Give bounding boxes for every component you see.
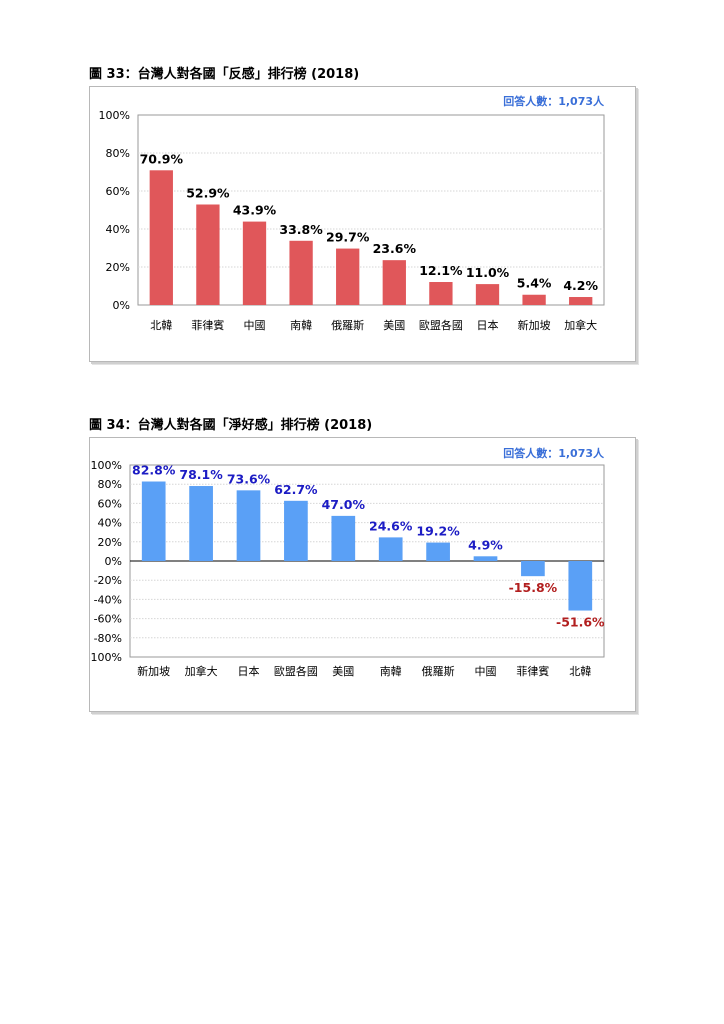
bar-data-label: 62.7%: [274, 482, 318, 497]
x-category-label: 中國: [244, 319, 266, 332]
bar-data-label: 43.9%: [233, 203, 277, 218]
y-tick-label: -60%: [94, 613, 122, 626]
figure-34-chart-frame: -100% -80% -60% -40% -20% 0% 20% 40% 60% 80% 100% 8…: [89, 437, 636, 712]
plot-area-border: [137, 114, 605, 306]
x-category-label: 南韓: [380, 665, 402, 678]
x-category-label: 日本: [238, 664, 260, 678]
bar-data-label: 23.6%: [373, 241, 417, 256]
y-tick-label: 80%: [98, 478, 122, 491]
x-category-label: 菲律賓: [191, 318, 224, 332]
x-category-label: 南韓: [290, 319, 312, 332]
figure-34-title: 圖 34：台灣人對各國「淨好感」排行榜 (2018): [89, 418, 373, 433]
y-tick-label: -20%: [94, 574, 122, 587]
y-tick-label: 0%: [105, 555, 122, 568]
bar: [242, 221, 267, 305]
x-category-label: 新加坡: [518, 318, 551, 332]
bar: [568, 561, 593, 611]
bar-data-label: 78.1%: [179, 467, 223, 482]
y-tick-label: 40%: [98, 517, 122, 530]
bar: [289, 240, 313, 305]
bar: [473, 556, 498, 561]
x-category-label: 北韓: [569, 665, 591, 678]
bar: [426, 542, 450, 561]
bar-data-label: 73.6%: [227, 471, 271, 486]
y-tick-label: 20%: [106, 261, 130, 274]
bar-data-label: -15.8%: [509, 580, 558, 595]
figure-34-bar-chart: -100% -80% -60% -40% -20% 0% 20% 40% 60% 80% 100% 8…: [90, 446, 605, 678]
bar-data-label: 29.7%: [326, 230, 370, 245]
y-tick-label: 60%: [106, 185, 130, 198]
x-category-label: 美國: [383, 319, 405, 332]
bar: [382, 260, 406, 305]
bar: [141, 481, 166, 561]
respondents-note: 回答人數：1,073人: [503, 94, 605, 108]
bar: [149, 170, 173, 305]
bar-data-label: 5.4%: [517, 276, 552, 291]
bar-data-label: 70.9%: [140, 151, 184, 166]
figure-33-chart-frame: 0% 20% 40% 60% 80% 100% 70.9% 北韓 52.9% 菲律賓 43.9% 中國…: [89, 86, 636, 362]
bar-data-label: 33.8%: [279, 222, 323, 237]
y-tick-label: 100%: [91, 459, 122, 472]
figure-33-bar-chart: 0% 20% 40% 60% 80% 100% 70.9% 北韓 52.9% 菲律賓 43.9% 中國…: [99, 94, 605, 332]
bar-data-label: 82.8%: [132, 463, 176, 478]
y-tick-label: -100%: [90, 651, 122, 664]
x-category-label: 俄羅斯: [331, 319, 364, 332]
bar: [429, 282, 453, 305]
bar: [475, 284, 500, 305]
bar-data-label: 12.1%: [419, 263, 463, 278]
x-category-label: 歐盟各國: [274, 664, 318, 678]
bar-data-label: 4.9%: [468, 537, 503, 552]
bar: [331, 515, 356, 561]
bar-data-label: 11.0%: [466, 265, 510, 280]
x-category-label: 俄羅斯: [422, 665, 455, 678]
bar-data-label: 52.9%: [186, 185, 230, 200]
bar-data-label: -51.6%: [556, 615, 605, 630]
bar: [522, 294, 546, 305]
x-category-label: 新加坡: [137, 664, 170, 678]
bar-data-label: 19.2%: [416, 524, 460, 539]
figure-33-title: 圖 33：台灣人對各國「反感」排行榜 (2018): [89, 67, 360, 82]
x-category-label: 日本: [477, 318, 499, 332]
y-tick-label: 20%: [98, 536, 122, 549]
bar-data-label: 4.2%: [563, 278, 598, 293]
x-category-label: 歐盟各國: [419, 318, 463, 332]
x-category-label: 美國: [332, 665, 354, 678]
bar-data-label: 47.0%: [322, 497, 366, 512]
bar: [284, 500, 308, 561]
y-tick-label: 0%: [113, 299, 130, 312]
y-tick-label: -40%: [94, 593, 122, 606]
y-tick-label: -80%: [94, 632, 122, 645]
bar: [336, 248, 360, 305]
bar: [521, 561, 545, 577]
y-tick-label: 80%: [106, 147, 130, 160]
bar: [236, 490, 261, 561]
y-tick-label: 60%: [98, 497, 122, 510]
bar: [189, 486, 213, 561]
x-category-label: 中國: [475, 665, 497, 678]
bar: [196, 204, 220, 305]
y-tick-label: 40%: [106, 223, 130, 236]
bar: [378, 537, 403, 561]
x-category-label: 菲律賓: [516, 664, 549, 678]
bar: [569, 297, 593, 305]
respondents-note: 回答人數：1,073人: [503, 446, 605, 460]
y-tick-label: 100%: [99, 109, 130, 122]
x-category-label: 加拿大: [185, 664, 218, 678]
x-category-label: 加拿大: [564, 318, 597, 332]
bar-data-label: 24.6%: [369, 518, 413, 533]
x-category-label: 北韓: [150, 319, 172, 332]
